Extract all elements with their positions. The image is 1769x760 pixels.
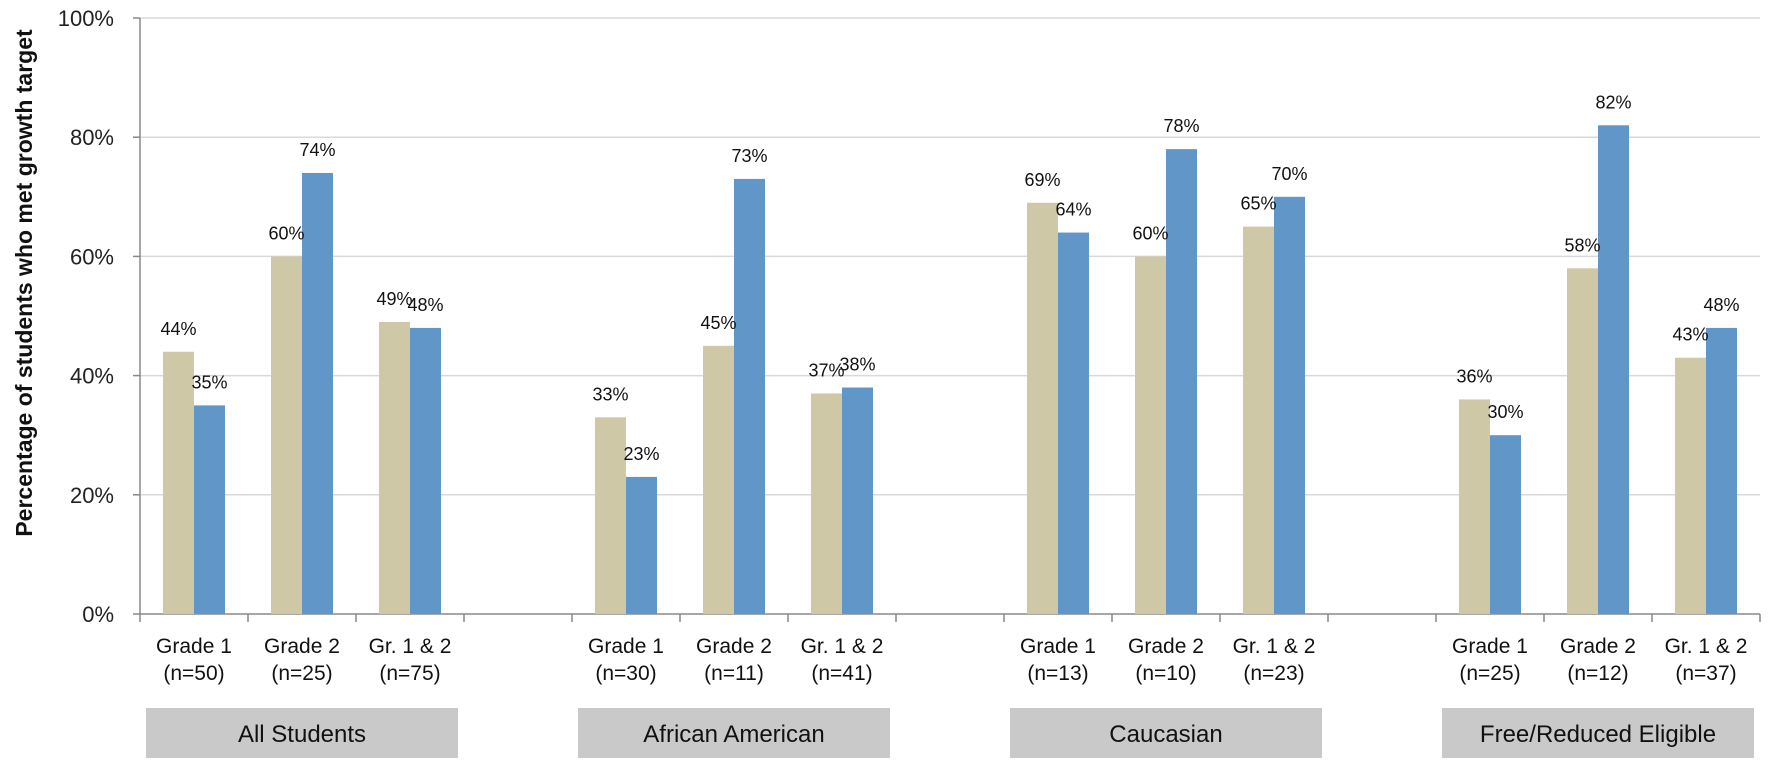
data-label-a: 43% (1672, 325, 1708, 345)
group-labels: All Students African American Caucasian Fre… (146, 708, 1754, 758)
category-label-line2: (n=10) (1135, 662, 1196, 685)
group-label-box (1010, 708, 1322, 758)
bar-series-b (1274, 196, 1305, 615)
bar-series-b (194, 405, 225, 614)
data-label-a: 69% (1024, 170, 1060, 190)
bar-series-b (626, 476, 657, 614)
bar-series-a (1027, 202, 1058, 614)
bar-series-b (1058, 232, 1089, 614)
category-label-line2: (n=25) (271, 662, 332, 685)
category-label-line1: Gr. 1 & 2 (801, 635, 884, 658)
bar-series-a (811, 393, 842, 614)
group-label-box (146, 708, 458, 758)
data-label-a: 45% (700, 313, 736, 333)
category-label-line2: (n=50) (163, 662, 224, 685)
bar-series-a (1243, 226, 1274, 614)
bar-series-b (1490, 435, 1521, 614)
group-label-box (1442, 708, 1754, 758)
category-label-line2: (n=11) (704, 662, 764, 685)
group-label-box (578, 708, 890, 758)
y-tick-label: 0% (82, 602, 114, 627)
data-label-a: 33% (592, 384, 628, 404)
data-label-a: 58% (1564, 235, 1600, 255)
bar-series-a (163, 351, 194, 614)
y-tick-label: 100% (58, 6, 114, 31)
category-label-line1: Gr. 1 & 2 (1233, 635, 1316, 658)
data-label-b: 64% (1055, 200, 1091, 220)
group-label: Free/Reduced Eligible (1480, 721, 1716, 748)
bar-series-a (379, 321, 410, 614)
data-label-b: 48% (407, 295, 443, 315)
category-label-line2: (n=25) (1459, 662, 1520, 685)
data-labels: 44%35%60%74%49%48%33%23%45%73%37%38%69%6… (160, 92, 1739, 464)
bar-series-a (1135, 256, 1166, 614)
data-label-b: 82% (1595, 92, 1631, 112)
data-label-a: 60% (268, 223, 304, 243)
y-tick-label: 60% (70, 244, 114, 269)
data-label-b: 30% (1487, 402, 1523, 422)
bar-series-a (1567, 268, 1598, 614)
group-label: Caucasian (1109, 721, 1222, 748)
group-label: All Students (238, 721, 366, 748)
category-label-line2: (n=41) (811, 662, 872, 685)
bar-series-a (703, 345, 734, 614)
bars (163, 125, 1737, 615)
category-label-line2: (n=75) (379, 662, 440, 685)
data-label-a: 60% (1132, 223, 1168, 243)
category-label-line1: Gr. 1 & 2 (1665, 635, 1748, 658)
category-label-line2: (n=13) (1027, 662, 1088, 685)
bar-series-b (302, 172, 333, 614)
data-label-b: 73% (731, 146, 767, 166)
bar-series-a (1459, 399, 1490, 614)
data-label-a: 36% (1456, 366, 1492, 386)
data-label-b: 70% (1271, 164, 1307, 184)
category-label-line1: Grade 2 (696, 635, 772, 658)
category-label-line1: Grade 1 (156, 635, 232, 658)
category-label-line2: (n=23) (1243, 662, 1304, 685)
data-label-a: 49% (376, 289, 412, 309)
data-label-a: 44% (160, 319, 196, 339)
category-label-line1: Grade 2 (264, 635, 340, 658)
y-axis-title: Percentage of students who met growth ta… (11, 29, 37, 537)
bar-series-b (1598, 125, 1629, 614)
data-label-a: 65% (1240, 194, 1276, 214)
bar-series-b (1706, 327, 1737, 614)
bar-series-b (1166, 149, 1197, 614)
bar-series-a (1675, 357, 1706, 614)
data-label-a: 37% (808, 360, 844, 380)
group-label: African American (643, 721, 824, 748)
bar-series-b (734, 178, 765, 615)
data-label-b: 78% (1163, 116, 1199, 136)
bar-series-a (595, 417, 626, 614)
y-tick-label: 20% (70, 483, 114, 508)
bar-series-b (410, 327, 441, 614)
data-label-b: 23% (623, 444, 659, 464)
category-label-line1: Grade 2 (1560, 635, 1636, 658)
category-label-line2: (n=37) (1675, 662, 1736, 685)
data-label-b: 48% (1703, 295, 1739, 315)
data-label-b: 74% (299, 140, 335, 160)
category-label-line2: (n=30) (595, 662, 656, 685)
bar-series-a (271, 256, 302, 614)
data-label-b: 35% (191, 372, 227, 392)
category-labels: Grade 1 (n=50) Grade 2 (n=25) Gr. 1 & 2 (n=75… (156, 635, 1747, 685)
category-label-line2: (n=12) (1567, 662, 1628, 685)
category-label-line1: Grade 1 (1020, 635, 1096, 658)
category-label-line1: Gr. 1 & 2 (369, 635, 452, 658)
y-tick-label: 80% (70, 125, 114, 150)
data-label-b: 38% (839, 355, 875, 375)
bar-series-b (842, 387, 873, 614)
category-label-line1: Grade 1 (588, 635, 664, 658)
category-label-line1: Grade 1 (1452, 635, 1528, 658)
y-tick-label: 40% (70, 364, 114, 389)
category-label-line1: Grade 2 (1128, 635, 1204, 658)
